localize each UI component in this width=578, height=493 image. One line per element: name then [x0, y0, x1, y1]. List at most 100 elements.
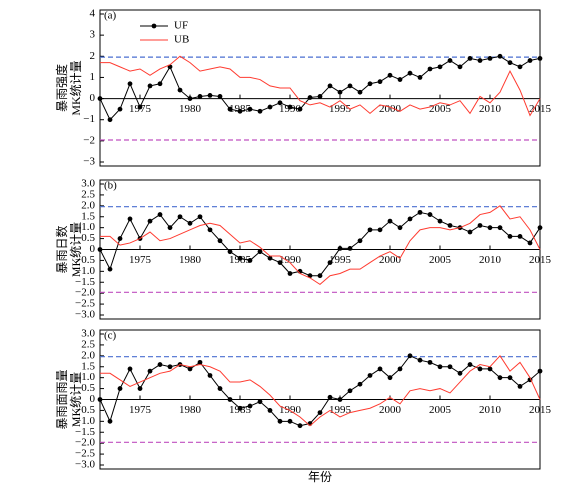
x-tick-label: 1995: [329, 404, 352, 416]
data-point: [197, 359, 203, 365]
data-point: [227, 249, 233, 255]
y-tick-label: 1.5: [81, 360, 95, 372]
data-point: [377, 366, 383, 372]
data-point: [367, 373, 373, 378]
data-point: [227, 106, 233, 112]
data-point: [477, 223, 483, 228]
data-point: [507, 234, 513, 239]
data-point: [347, 83, 353, 89]
data-point: [407, 216, 413, 222]
data-point: [247, 403, 253, 409]
data-point: [277, 418, 283, 424]
data-point: [157, 362, 163, 367]
data-point: [107, 266, 113, 272]
data-point: [307, 95, 313, 100]
y-tick-label: 3.0: [81, 178, 95, 190]
series-line: [99, 211, 541, 277]
y-tick-label: −1: [83, 113, 95, 125]
data-point: [327, 260, 333, 265]
data-point: [257, 399, 263, 405]
x-tick-label: 2000: [379, 404, 402, 416]
data-point: [127, 81, 133, 87]
data-point: [447, 223, 453, 228]
y-tick-label: 2.5: [81, 188, 95, 200]
data-point: [437, 218, 443, 224]
x-tick-label: 2005: [429, 254, 452, 266]
data-point: [217, 238, 223, 244]
data-point: [167, 225, 173, 231]
data-point: [337, 89, 343, 95]
data-point: [97, 247, 103, 252]
data-point: [297, 106, 303, 112]
series-line: [100, 205, 541, 286]
data-point: [337, 246, 343, 251]
x-tick-label: 2010: [479, 103, 502, 115]
data-point: [497, 225, 503, 231]
y-tick-label: 3: [90, 29, 96, 41]
data-point: [397, 366, 403, 372]
x-tick-label: 1990: [279, 254, 302, 266]
y-tick-label: 0.5: [81, 382, 95, 394]
data-point: [347, 246, 353, 251]
data-point: [277, 260, 283, 265]
data-point: [247, 106, 253, 112]
data-point: [177, 87, 183, 93]
data-point: [387, 218, 393, 224]
data-point: [417, 75, 423, 80]
data-point: [477, 366, 483, 372]
data-point: [197, 94, 203, 99]
data-point: [377, 227, 383, 233]
data-point: [477, 58, 483, 63]
data-point: [527, 58, 533, 63]
data-point: [427, 66, 433, 72]
data-point: [507, 60, 513, 66]
data-point: [507, 375, 513, 381]
x-tick-label: 1980: [179, 404, 202, 416]
y-tick-label: −2: [83, 134, 95, 146]
data-point: [487, 56, 493, 61]
data-point: [437, 364, 443, 370]
x-tick-label: 1975: [129, 404, 152, 416]
x-tick-label: 1995: [329, 103, 352, 115]
data-point: [517, 234, 523, 239]
data-point: [537, 56, 543, 61]
data-point: [267, 104, 273, 110]
x-axis-label: 年份: [308, 470, 332, 484]
y-tick-label: −3.0: [75, 459, 95, 471]
y-tick-label: 0: [90, 393, 96, 405]
data-point: [407, 70, 413, 76]
panel-label: (c): [104, 330, 117, 342]
x-tick-label: 2000: [379, 254, 402, 266]
y-tick-label: −2.0: [75, 287, 95, 299]
data-point: [267, 408, 273, 413]
y-tick-label: −2.5: [75, 448, 95, 460]
data-point: [407, 353, 413, 359]
data-point: [427, 212, 433, 217]
y-tick-label: 2.0: [81, 199, 95, 211]
data-point: [357, 238, 363, 244]
data-point: [147, 368, 153, 374]
data-point: [537, 368, 543, 374]
data-point: [97, 397, 103, 402]
data-point: [487, 225, 493, 231]
y-tick-label: −1.5: [75, 426, 95, 438]
data-point: [137, 386, 143, 391]
y-tick-label: −3.0: [75, 309, 95, 321]
panel: (c) 暴雨面雨量 MK统计量 3.02.52.01.51.00.50−0.5−1.0…: [55, 328, 552, 484]
data-point: [467, 56, 473, 61]
y-tick-label: 1.0: [81, 221, 95, 233]
y-axis-label: MK统计量: [69, 372, 83, 427]
data-point: [357, 381, 363, 387]
panel-label: (a): [104, 10, 117, 22]
y-tick-label: −0.5: [75, 254, 95, 266]
data-point: [287, 104, 293, 110]
data-point: [237, 108, 243, 114]
data-point: [197, 214, 203, 220]
data-point: [117, 386, 123, 391]
data-point: [147, 83, 153, 89]
y-tick-label: −0.5: [75, 404, 95, 416]
data-point: [467, 362, 473, 367]
data-point: [207, 373, 213, 378]
y-tick-label: 1: [90, 71, 96, 83]
